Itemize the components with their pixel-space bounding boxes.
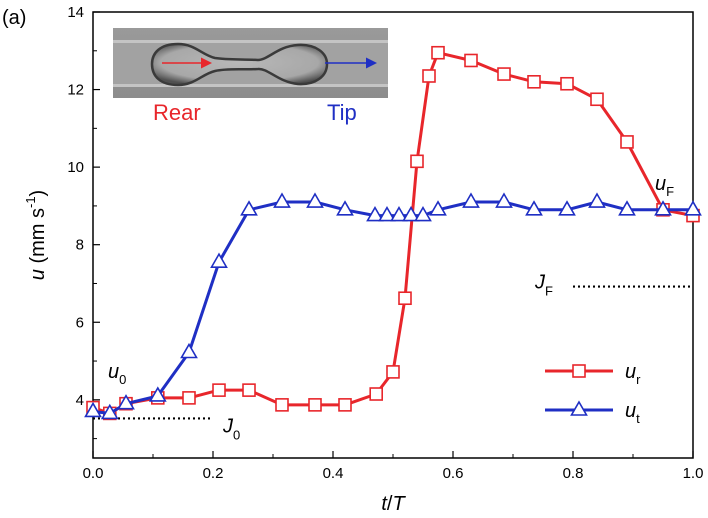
data-point-ur (369, 387, 384, 401)
data-point-ur (620, 135, 634, 149)
data-point-ut (429, 200, 447, 216)
data-point-ur (410, 154, 424, 169)
y-axis-title: u (mm s-1) (23, 190, 49, 280)
x-tick-label: 0.6 (443, 465, 464, 482)
data-point-ut (390, 206, 408, 222)
panel-label: (a) (2, 7, 26, 29)
data-point-ut (462, 192, 480, 208)
data-point-ur (431, 45, 445, 60)
data-point-ut (414, 206, 432, 222)
data-point-ur (182, 391, 196, 405)
x-tick-label: 1.0 (683, 465, 704, 482)
data-point-ut (588, 192, 606, 208)
series-layer (84, 45, 702, 421)
y-tick-label: 8 (76, 237, 84, 254)
data-point-ut (525, 200, 543, 216)
data-point-ur (422, 69, 436, 83)
data-point-ut (684, 200, 702, 216)
data-point-ur (212, 383, 226, 397)
inset-rear-label: Rear (153, 100, 201, 125)
x-axis-title: t/T (381, 493, 406, 515)
data-point-ut (366, 206, 384, 222)
legend-item-ut: ut (545, 400, 640, 426)
svg-text:ur: ur (625, 361, 641, 387)
data-point-ur (242, 383, 256, 397)
data-point-ut (84, 401, 102, 418)
data-point-ut (402, 206, 420, 222)
data-point-ur (338, 398, 352, 412)
x-tick-label: 0.4 (323, 465, 344, 482)
x-tick-label: 0.8 (563, 465, 584, 482)
inset-tip-label: Tip (327, 100, 357, 125)
x-tick-label: 0.0 (83, 465, 104, 482)
series-line-ut (92, 200, 693, 415)
data-point-ur (560, 76, 574, 91)
data-point-ut (117, 394, 135, 410)
x-axis: 0.0 0.2 0.4 0.6 0.8 1.0 (83, 451, 704, 482)
data-point-ut (180, 342, 198, 359)
x-tick-label: 0.2 (203, 465, 224, 482)
svg-text:ut: ut (625, 400, 640, 426)
reference-label-J0: J0 (222, 415, 240, 442)
data-point-ut (306, 192, 324, 208)
data-point-ut (240, 200, 258, 216)
data-point-ut (654, 200, 672, 216)
data-point-ut (378, 206, 396, 222)
y-tick-label: 12 (67, 82, 84, 99)
data-point-ut (100, 403, 119, 420)
data-point-ur (386, 365, 400, 379)
data-point-ut (495, 192, 513, 208)
data-point-ut (558, 200, 576, 216)
y-tick-label: 10 (67, 159, 84, 176)
data-point-ur (527, 75, 541, 89)
data-point-ut (210, 252, 228, 268)
data-point-ut (273, 192, 291, 208)
data-point-ur (308, 398, 322, 412)
y-axis: 4 6 8 10 12 14 (67, 4, 100, 440)
reference-label-JF: JF (534, 272, 553, 299)
series-ut (84, 192, 702, 420)
y-tick-label: 14 (67, 4, 84, 21)
data-point-ur (497, 67, 511, 81)
data-point-ur (398, 291, 412, 306)
annotation-uF: uF (655, 173, 674, 199)
inset-image: Rear Tip (113, 28, 388, 125)
y-tick-label: 6 (76, 314, 84, 331)
data-point-ut (618, 200, 636, 216)
data-point-ut (148, 386, 167, 402)
data-point-ut (336, 200, 354, 216)
data-point-ur (275, 398, 289, 412)
data-point-ur (464, 53, 478, 68)
data-point-ur (590, 92, 604, 107)
annotation-u0: u0 (108, 361, 126, 387)
legend: ur ut (545, 361, 641, 426)
y-tick-label: 4 (76, 392, 84, 409)
legend-item-ur: ur (545, 361, 641, 387)
